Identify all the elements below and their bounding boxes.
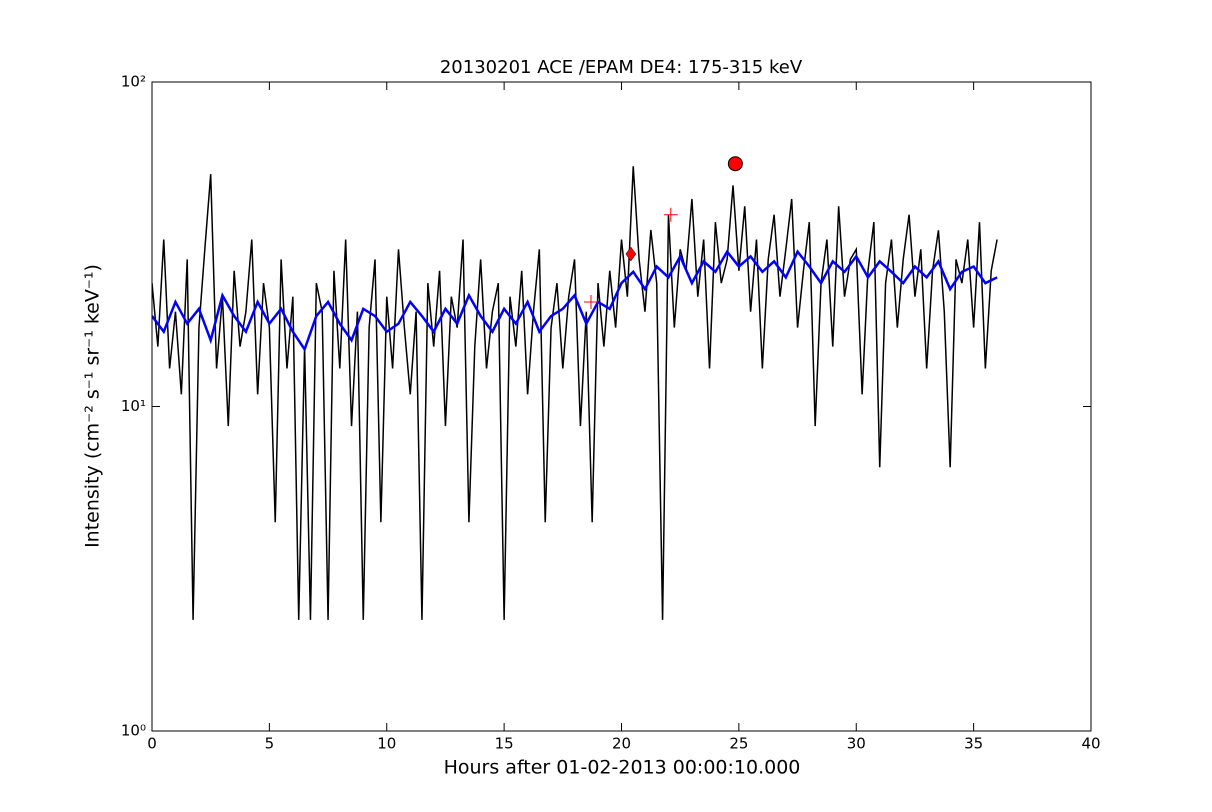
x-tick-label: 10 <box>377 735 396 753</box>
marker-plus <box>583 294 598 309</box>
marker-circle <box>727 156 743 172</box>
data-line <box>152 166 998 620</box>
x-tick-label: 5 <box>265 735 275 753</box>
marker-plus <box>663 207 678 222</box>
marker-diamond <box>625 246 637 262</box>
x-tick-label: 35 <box>964 735 983 753</box>
y-tick-label: 10⁰ <box>121 722 146 740</box>
y-axis-label: Intensity (cm⁻² s⁻¹ sr⁻¹ keV⁻¹) <box>82 264 104 548</box>
x-tick-label: 40 <box>1081 735 1100 753</box>
x-tick-label: 25 <box>729 735 748 753</box>
x-tick-label: 30 <box>847 735 866 753</box>
x-tick-label: 0 <box>147 735 157 753</box>
y-tick-label: 10¹ <box>121 397 146 415</box>
x-tick-label: 20 <box>612 735 631 753</box>
x-axis-label: Hours after 01-02-2013 00:00:10.000 <box>444 757 801 779</box>
data-line <box>152 249 998 353</box>
x-tick-label: 15 <box>495 735 514 753</box>
chart-title: 20130201 ACE /EPAM DE4: 175-315 keV <box>440 57 803 78</box>
y-tick-label: 10² <box>121 73 146 91</box>
